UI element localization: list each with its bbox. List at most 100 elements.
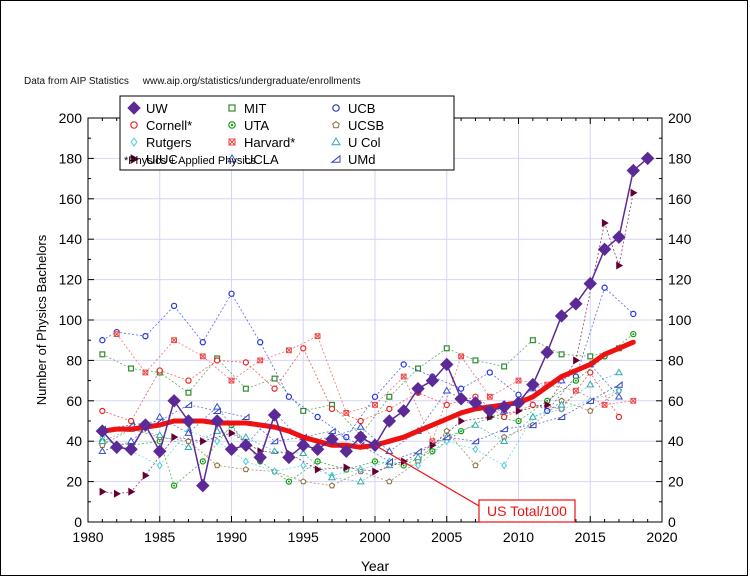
data-point-uiuc — [573, 356, 581, 365]
data-point-cornell — [529, 401, 537, 408]
x-tick-label: 2010 — [503, 529, 534, 545]
data-point-harvard — [142, 369, 149, 376]
data-point-uw — [454, 392, 468, 406]
legend-label-ucb: UCB — [348, 101, 375, 116]
data-point-u-col — [184, 443, 193, 450]
x-tick-label: 1985 — [144, 529, 175, 545]
data-point-ucb — [257, 339, 264, 346]
annotation-leader — [374, 444, 487, 511]
legend-label-ucsb: UCSB — [348, 118, 384, 133]
data-point-mit — [185, 389, 192, 396]
data-point-u-col — [614, 368, 624, 376]
x-tick-label: 2000 — [359, 529, 390, 545]
data-point-u-col — [98, 437, 107, 444]
legend-box — [119, 95, 455, 171]
y-tick-label: 120 — [59, 272, 83, 288]
data-point-uw — [411, 381, 425, 396]
y-tick-label: 140 — [59, 231, 83, 247]
data-point-umd — [442, 433, 451, 441]
data-point-uw — [239, 438, 253, 452]
y-tick-label: 100 — [59, 312, 83, 328]
data-point-uw — [95, 424, 110, 438]
x-tick-label: 2015 — [575, 529, 606, 545]
data-point-cornell — [185, 377, 192, 384]
data-point-uiuc — [314, 465, 322, 474]
data-point-ucb — [99, 337, 106, 344]
legend-note: *Physics + Applied Physics — [124, 155, 256, 167]
data-point-uta — [572, 377, 580, 384]
data-point-uw — [540, 345, 554, 360]
data-point-rutgers — [214, 437, 221, 446]
data-point-cornell — [156, 367, 163, 374]
data-point-ucla — [184, 428, 193, 436]
y-tick-label-right: 140 — [668, 231, 692, 247]
data-point-umd — [470, 437, 480, 445]
data-point-uta — [170, 482, 178, 489]
y-tick-label: 160 — [59, 191, 83, 207]
data-point-uw — [497, 400, 511, 414]
data-point-uw — [296, 438, 310, 452]
data-point-ucb — [630, 310, 637, 318]
data-point-ucb — [457, 385, 465, 392]
data-point-rutgers — [156, 461, 163, 470]
data-point-uw — [382, 414, 397, 428]
data-point-harvard — [630, 397, 637, 404]
data-point-rutgers — [242, 457, 249, 466]
data-point-ucsb — [242, 466, 250, 473]
data-point-mit — [587, 353, 594, 360]
data-point-uw — [440, 357, 454, 372]
data-point-cornell — [99, 407, 106, 415]
legend-marker-harvard — [228, 138, 236, 146]
legend-marker-u-col — [331, 137, 341, 146]
data-point-ucsb — [213, 462, 221, 469]
data-point-uw — [468, 396, 483, 410]
data-point-uw — [626, 163, 641, 178]
data-point-mit — [501, 363, 508, 370]
data-point-ucsb — [587, 407, 594, 414]
data-point-cornell — [328, 405, 336, 413]
legend-marker-cornell — [130, 121, 138, 129]
legend-marker-uiuc — [130, 154, 139, 164]
data-point-cornell — [242, 359, 250, 366]
annotation: US Total/100 — [374, 444, 576, 523]
legend-label-harvard: Harvard* — [244, 135, 295, 150]
data-point-uiuc — [400, 457, 408, 466]
data-point-ucla — [356, 422, 365, 430]
data-point-ucb — [199, 339, 206, 346]
data-point-ucb — [601, 284, 608, 291]
data-point-uiuc — [113, 489, 121, 498]
data-point-uw — [569, 297, 583, 311]
data-point-uiuc — [515, 406, 523, 415]
series-uiuc — [99, 188, 638, 498]
data-point-uw — [511, 396, 526, 410]
data-point-u-col — [586, 380, 595, 388]
data-point-harvard — [228, 377, 235, 384]
data-point-uiuc — [171, 433, 179, 442]
data-point-u-col — [528, 412, 537, 420]
series-us-total-100 — [99, 339, 636, 450]
data-point-umd — [528, 421, 537, 429]
x-tick-label: 1995 — [288, 529, 319, 545]
data-point-uw — [353, 430, 368, 444]
series-line-uta — [102, 333, 634, 487]
data-point-ucb — [486, 369, 493, 376]
data-point-uta — [199, 458, 206, 465]
legend-marker-rutgers — [130, 137, 138, 147]
data-point-uw — [196, 478, 210, 493]
legend-label-rutgers: Rutgers — [146, 135, 192, 150]
data-point-uiuc — [99, 487, 107, 496]
data-point-ucb — [228, 290, 235, 297]
data-point-uiuc — [544, 400, 552, 409]
series-line-us-total-100 — [99, 339, 636, 450]
legend-label-uiuc: UIUC — [146, 152, 178, 167]
y-tick-label-right: 100 — [668, 312, 692, 328]
data-point-ucb — [170, 302, 178, 310]
data-point-umd — [585, 397, 594, 404]
data-point-uw — [124, 442, 138, 456]
annotation-box — [478, 499, 576, 523]
y-tick-label: 0 — [74, 514, 82, 530]
series-uw — [95, 151, 655, 493]
data-point-uw — [425, 373, 440, 388]
data-point-cornell — [357, 417, 364, 425]
